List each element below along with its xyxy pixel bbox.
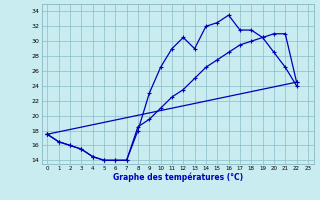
- X-axis label: Graphe des températures (°C): Graphe des températures (°C): [113, 172, 243, 182]
